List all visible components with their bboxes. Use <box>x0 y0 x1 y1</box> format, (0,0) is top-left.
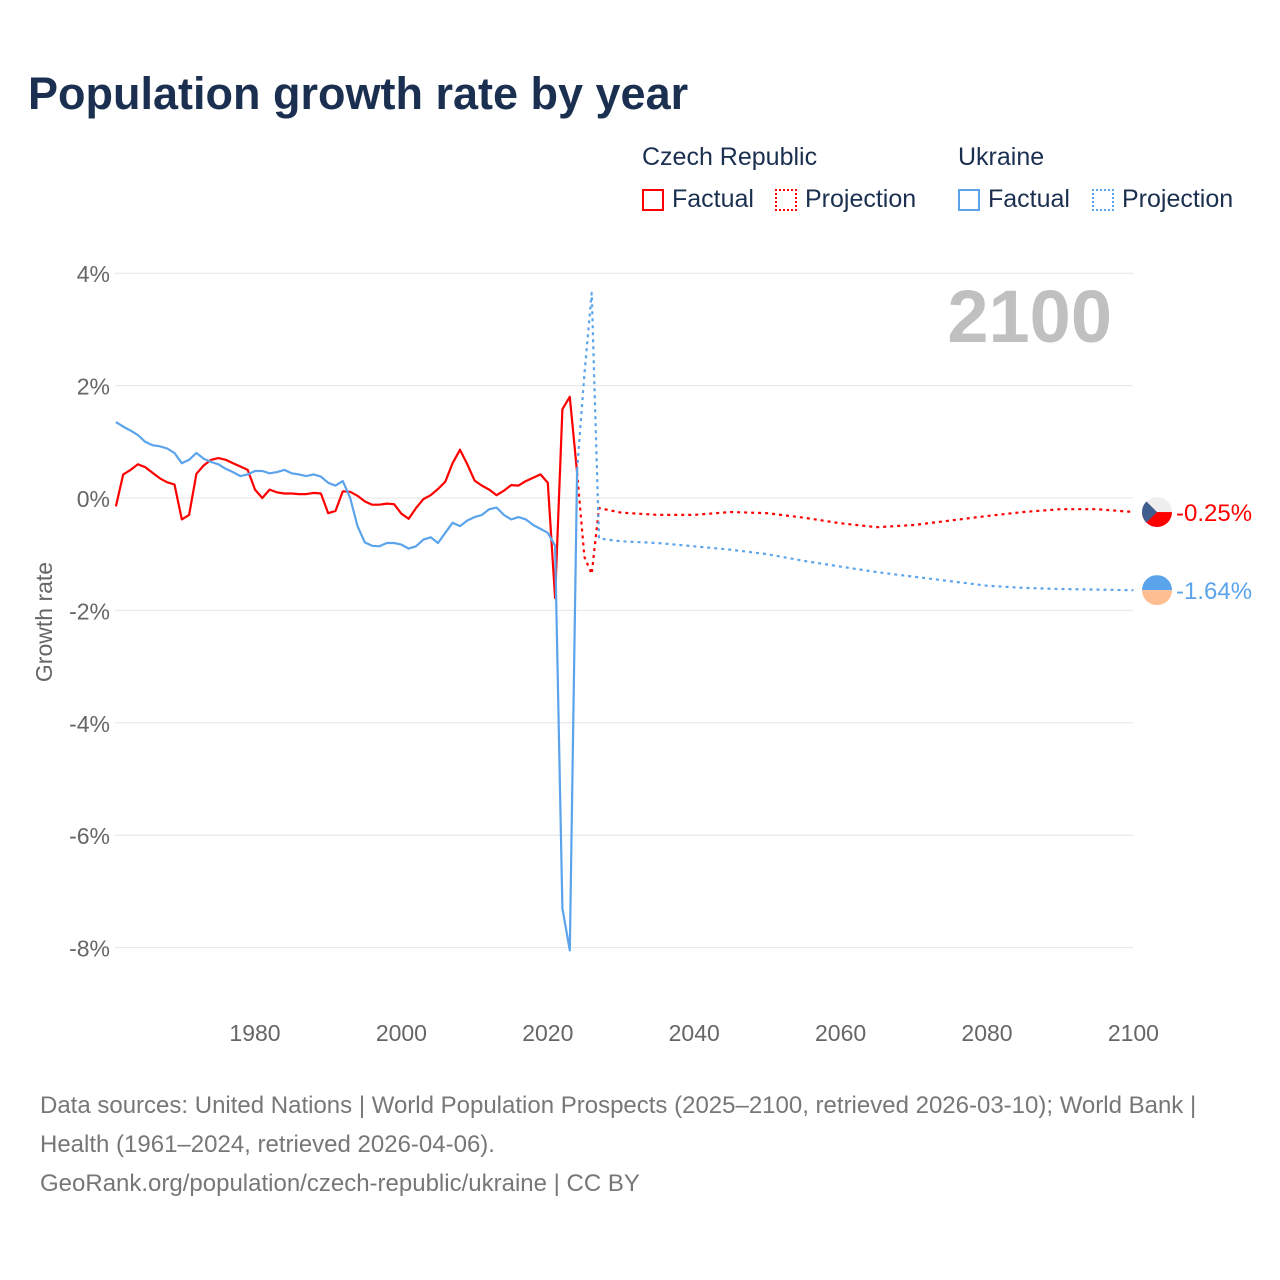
y-tick-label: -2% <box>69 598 110 624</box>
legend-ukraine-factual[interactable]: Factual <box>958 185 1070 214</box>
end-value-label: -1.64% <box>1176 578 1252 605</box>
y-tick-label: -4% <box>69 711 110 737</box>
y-axis-label: Growth rate <box>31 562 57 682</box>
flag <box>1142 497 1172 528</box>
flag-blue <box>1142 575 1172 591</box>
year-watermark: 2100 <box>947 275 1112 358</box>
legend-group-czech: Czech Republic <box>642 143 818 171</box>
legend-label: Factual <box>988 185 1070 213</box>
chart-title: Population growth rate by year <box>28 68 689 119</box>
legend-czech-projection[interactable]: Projection <box>775 185 916 214</box>
legend-swatch-dotted <box>775 188 797 211</box>
x-tick-label: 2020 <box>522 1020 573 1046</box>
flag-yellow <box>1142 590 1172 606</box>
legend-label: Projection <box>1122 185 1234 213</box>
series-line-ukraine-factual <box>115 421 579 952</box>
x-tick-label: 2080 <box>961 1020 1012 1046</box>
x-tick-label: 2040 <box>669 1020 720 1046</box>
y-tick-label: 4% <box>77 261 110 287</box>
series-line-czech-republic-projection <box>576 472 1134 576</box>
flag <box>1142 575 1172 606</box>
ukraine-flag-icon <box>1142 575 1172 606</box>
legend-label: Projection <box>805 185 917 213</box>
czech-flag-icon <box>1142 497 1172 528</box>
legend-ukraine-projection[interactable]: Projection <box>1092 185 1233 214</box>
y-tick-label: 0% <box>77 486 110 512</box>
y-tick-label: -8% <box>69 936 110 962</box>
source-link[interactable]: GeoRank.org/population/czech-republic/uk… <box>40 1170 640 1197</box>
legend-swatch-dotted <box>1092 188 1114 211</box>
legend-swatch-solid <box>642 188 664 211</box>
series-line-czech-republic-factual <box>114 395 579 600</box>
legend-czech-factual[interactable]: Factual <box>642 185 754 214</box>
legend-swatch-solid <box>958 188 980 211</box>
x-tick-label: 2000 <box>376 1020 427 1046</box>
end-value-label: -0.25% <box>1176 500 1252 527</box>
x-tick-label: 2060 <box>815 1020 866 1046</box>
x-tick-label: 1980 <box>229 1020 280 1046</box>
data-sources: Data sources: United Nations | World Pop… <box>40 1092 1197 1158</box>
legend-label: Factual <box>672 185 754 213</box>
y-tick-label: 2% <box>77 374 110 400</box>
line-chart: 4% 2% 0% -2% -4% -6% -8% 1980 2000 2020 2040 2060 20… <box>31 261 1252 1046</box>
flag-blue <box>1142 497 1157 528</box>
legend-group-ukraine: Ukraine <box>958 143 1045 171</box>
x-tick-label: 2100 <box>1108 1020 1159 1046</box>
footer: Data sources: United Nations | World Pop… <box>40 1086 1240 1203</box>
y-tick-label: -6% <box>69 823 110 849</box>
